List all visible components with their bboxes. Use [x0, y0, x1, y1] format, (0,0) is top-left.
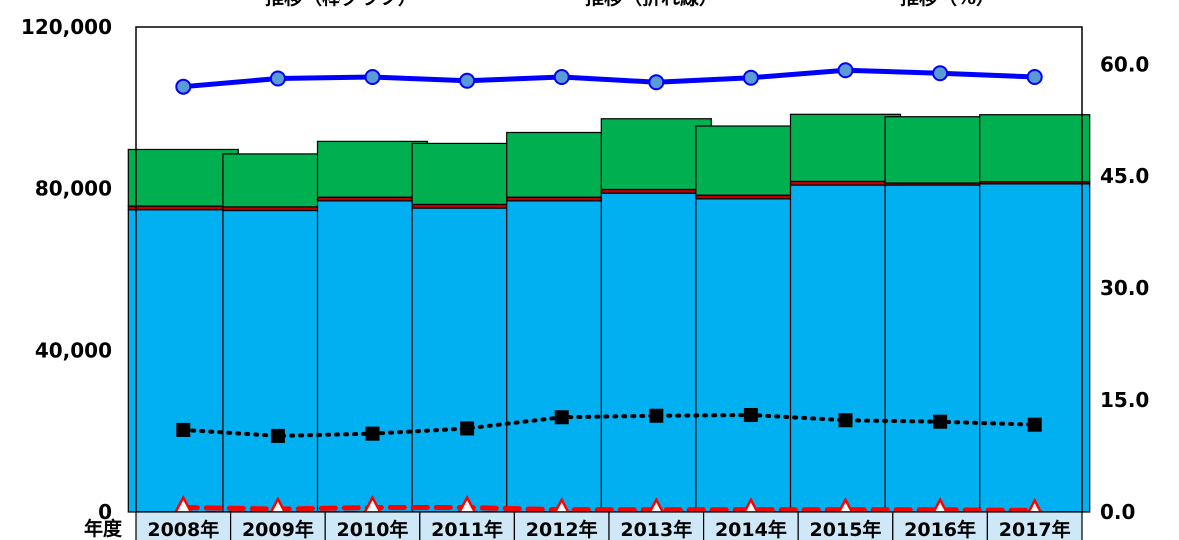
line-point [553, 68, 570, 85]
legend: 推移（棒グラフ） 推移（折れ線） 推移（%） [265, 0, 995, 9]
category-cell [702, 511, 799, 540]
line-point [269, 70, 286, 87]
line-point [364, 68, 381, 85]
bar-series [127, 113, 1091, 513]
bar-segment [127, 148, 239, 207]
line-point [933, 414, 948, 429]
line-point [175, 78, 192, 95]
bar-segment [222, 209, 334, 513]
line-point [1026, 68, 1043, 85]
series-line [180, 67, 1038, 90]
line-point [837, 62, 854, 79]
right-tick-label: 30.0 [1100, 276, 1149, 300]
left-tick-label: 40,000 [35, 338, 112, 362]
bar-segment [600, 192, 712, 513]
x-axis-header: 年度 [84, 517, 123, 540]
bar-segment [979, 114, 1091, 183]
bar-segment [789, 184, 902, 513]
bar-segment [695, 198, 807, 513]
line-point [459, 72, 476, 89]
category-label: 2014年 [715, 518, 787, 540]
category-axis-table: 年度 2008年 2009年 2010年 2011年 2012年 2013年 2014年 20… [84, 511, 1083, 540]
legend-fragment-3: 推移（%） [900, 0, 995, 9]
category-label: 2012年 [526, 518, 598, 540]
left-axis-ticks: 0 40,000 80,000 120,000 [21, 15, 112, 524]
bar-segment [979, 183, 1091, 513]
bar-segment [884, 116, 996, 184]
category-cell [135, 511, 232, 540]
line-point [176, 422, 191, 437]
line-point [649, 408, 664, 423]
line-point [270, 428, 285, 443]
line-point [838, 413, 853, 428]
category-label: 2011年 [431, 518, 503, 540]
right-tick-label: 45.0 [1100, 164, 1149, 188]
line-point [742, 69, 759, 86]
right-axis-ticks: 0.0 15.0 30.0 45.0 60.0 [1100, 52, 1149, 524]
category-cell [986, 511, 1083, 540]
category-label: 2016年 [904, 518, 976, 540]
legend-fragment-1: 推移（棒グラフ） [265, 0, 417, 9]
category-cell [797, 511, 894, 540]
line-point [648, 74, 665, 91]
left-tick-label: 0 [98, 500, 112, 524]
bar-segment [695, 125, 807, 196]
bar-segment [506, 131, 618, 198]
series-line [180, 505, 1038, 514]
bar-segment [316, 140, 429, 198]
left-tick-label: 120,000 [21, 15, 112, 39]
bar-segment [506, 200, 618, 513]
right-tick-label: 15.0 [1100, 388, 1149, 412]
bar-segment [789, 113, 902, 182]
category-cell [892, 511, 988, 540]
bar-segment [127, 209, 239, 513]
line-point [932, 65, 949, 82]
left-tick-label: 80,000 [35, 177, 112, 201]
right-tick-label: 60.0 [1100, 52, 1149, 76]
category-label: 2013年 [620, 518, 692, 540]
right-tick-label: 0.0 [1100, 500, 1135, 524]
series-line [181, 412, 1037, 438]
bar-segment [411, 207, 523, 513]
line-point [554, 410, 569, 425]
bar-segment [222, 153, 334, 208]
line-point [743, 408, 758, 422]
category-label: 2008年 [147, 518, 219, 540]
legend-fragment-2: 推移（折れ線） [585, 0, 718, 9]
bar-segment [884, 184, 996, 513]
bar-segment [600, 118, 712, 191]
category-cell [230, 511, 326, 540]
category-label: 2017年 [999, 518, 1071, 540]
category-label: 2015年 [810, 518, 882, 540]
line-point [1027, 417, 1042, 432]
category-label: 2010年 [337, 518, 409, 540]
bar-segment [411, 142, 523, 206]
line-point [460, 421, 475, 436]
category-label: 2009年 [242, 518, 314, 540]
bar-segment [316, 200, 429, 513]
line-point [365, 426, 380, 441]
